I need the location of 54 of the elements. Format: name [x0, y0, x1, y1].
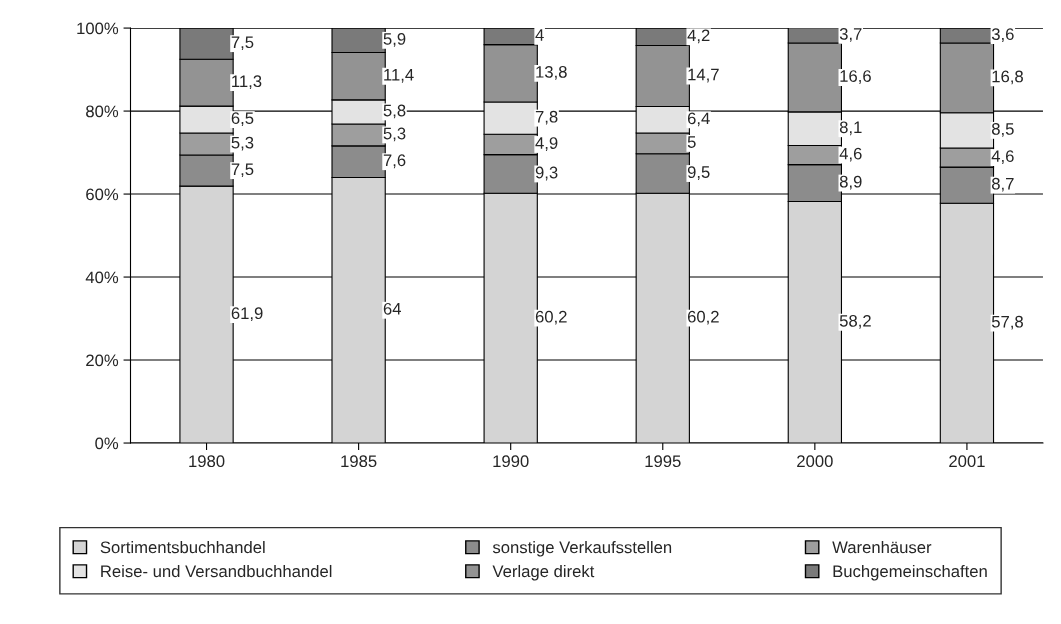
data-label: 8,7 — [991, 177, 1014, 192]
data-label: 9,3 — [535, 166, 558, 181]
data-label: 8,1 — [839, 121, 862, 136]
data-label: 3,7 — [839, 28, 862, 42]
data-label: 3,6 — [991, 28, 1014, 42]
data-label: 6,4 — [687, 112, 710, 127]
data-label: 4,9 — [535, 137, 558, 151]
data-label: 14,7 — [688, 68, 719, 83]
x-tick-label: 1980 — [189, 455, 225, 468]
data-label: 61,9 — [231, 307, 263, 322]
data-label: 5,3 — [231, 136, 254, 151]
data-label: 9,5 — [687, 166, 710, 180]
x-tick-label: 2000 — [797, 455, 833, 468]
legend-label: Sortimentsbuchhandel — [100, 541, 265, 554]
y-tick-label: 80% — [86, 105, 119, 118]
data-label: 7,5 — [231, 163, 254, 178]
data-label: 5 — [687, 136, 696, 148]
data-label: 60,2 — [687, 310, 719, 325]
data-label: 11,3 — [232, 75, 262, 90]
data-label: 16,6 — [840, 70, 871, 84]
y-tick-label: 60% — [86, 188, 119, 201]
data-label: 16,8 — [992, 70, 1023, 85]
y-tick-label: 40% — [85, 271, 119, 284]
data-label: 6,5 — [231, 112, 254, 127]
data-label: 4,2 — [687, 29, 710, 44]
data-label: 7,5 — [231, 36, 254, 51]
legend-label: Warenhäuser — [832, 541, 932, 554]
data-label: 5,3 — [383, 127, 406, 142]
y-tick-label: 20% — [86, 354, 119, 367]
y-tick-label: 0% — [95, 437, 119, 450]
data-label: 57,8 — [991, 315, 1023, 330]
x-tick-label: 2001 — [949, 455, 985, 468]
data-label: 7,8 — [535, 110, 558, 125]
x-tick-label: 1990 — [493, 455, 529, 468]
x-tick-label: 1995 — [645, 455, 681, 468]
data-label: 7,6 — [383, 154, 406, 169]
data-label: 60,2 — [535, 310, 567, 325]
data-label: 5,8 — [383, 104, 406, 119]
legend-label: Reise- und Versandbuchhandel — [101, 564, 332, 578]
data-label: 13,8 — [536, 65, 567, 80]
data-label: 5,9 — [383, 32, 406, 47]
legend-label: Buchgemeinschaften — [833, 564, 987, 581]
data-label: 8,5 — [991, 123, 1014, 137]
data-label: 4 — [535, 29, 544, 41]
data-label: 4,6 — [991, 150, 1014, 164]
data-label: 8,9 — [839, 175, 862, 190]
y-tick-label: 100% — [77, 22, 119, 35]
data-label: 64 — [383, 302, 401, 315]
x-tick-label: 1985 — [341, 455, 377, 468]
data-label: 4,6 — [839, 147, 862, 162]
legend-label: sonstige Verkaufsstellen — [492, 541, 672, 557]
legend-label: Verlage direkt — [492, 564, 595, 581]
data-label: 58,2 — [839, 314, 871, 329]
data-label: 11,4 — [384, 69, 414, 83]
